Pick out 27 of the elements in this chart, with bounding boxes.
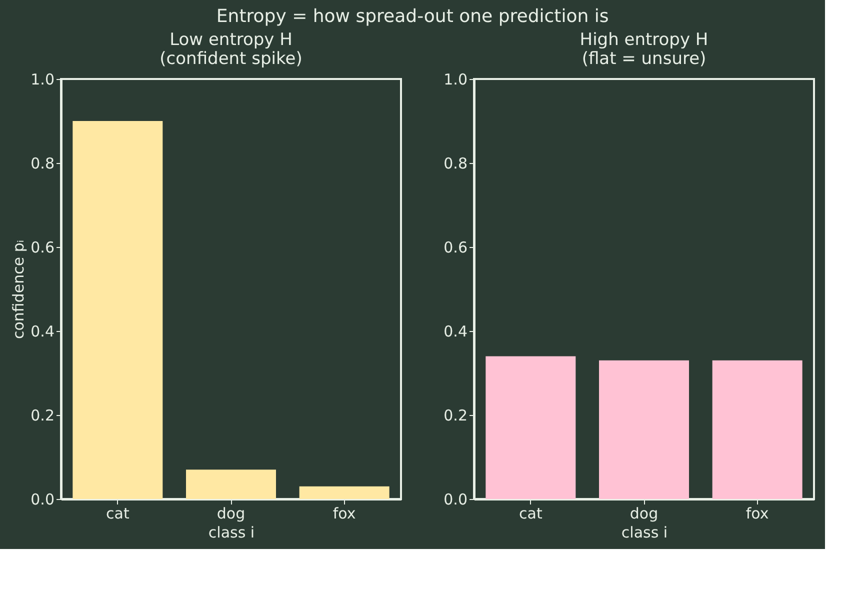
y-tick-label: 0.6 <box>444 238 468 256</box>
y-tick-label: 0.6 <box>30 238 54 256</box>
bar <box>72 121 163 499</box>
y-tick-label: 0.2 <box>444 406 468 424</box>
x-axis-title: class i <box>621 524 668 542</box>
x-tick-label: fox <box>746 504 769 522</box>
x-tick-label: fox <box>332 504 356 522</box>
x-tick-label: dog <box>630 504 658 522</box>
y-tick-label: 0.2 <box>30 406 54 424</box>
y-tick-label: 0.8 <box>444 154 468 172</box>
text: Entropy = how spread-out one prediction is <box>216 6 609 27</box>
bar <box>186 470 276 499</box>
chart-title: Low entropy H (confident spike) <box>160 30 302 69</box>
bar <box>299 486 390 499</box>
x-axis-title: class i <box>208 524 255 542</box>
y-tick-label: 0.0 <box>444 490 468 508</box>
y-tick-label: 0.8 <box>30 154 54 172</box>
x-tick-label: cat <box>106 504 130 522</box>
x-tick-label: dog <box>216 504 246 522</box>
y-tick-label: 1.0 <box>444 70 468 88</box>
y-tick-label: 1.0 <box>30 70 54 88</box>
x-tick-label: cat <box>519 504 542 522</box>
y-tick-label: 0.0 <box>30 490 54 508</box>
chart-title: High entropy H (flat = unsure) <box>580 30 708 69</box>
y-tick-label: 0.4 <box>30 322 54 340</box>
y-tick-label: 0.4 <box>444 322 468 340</box>
y-axis-title: confidence pᵢ <box>10 240 28 340</box>
